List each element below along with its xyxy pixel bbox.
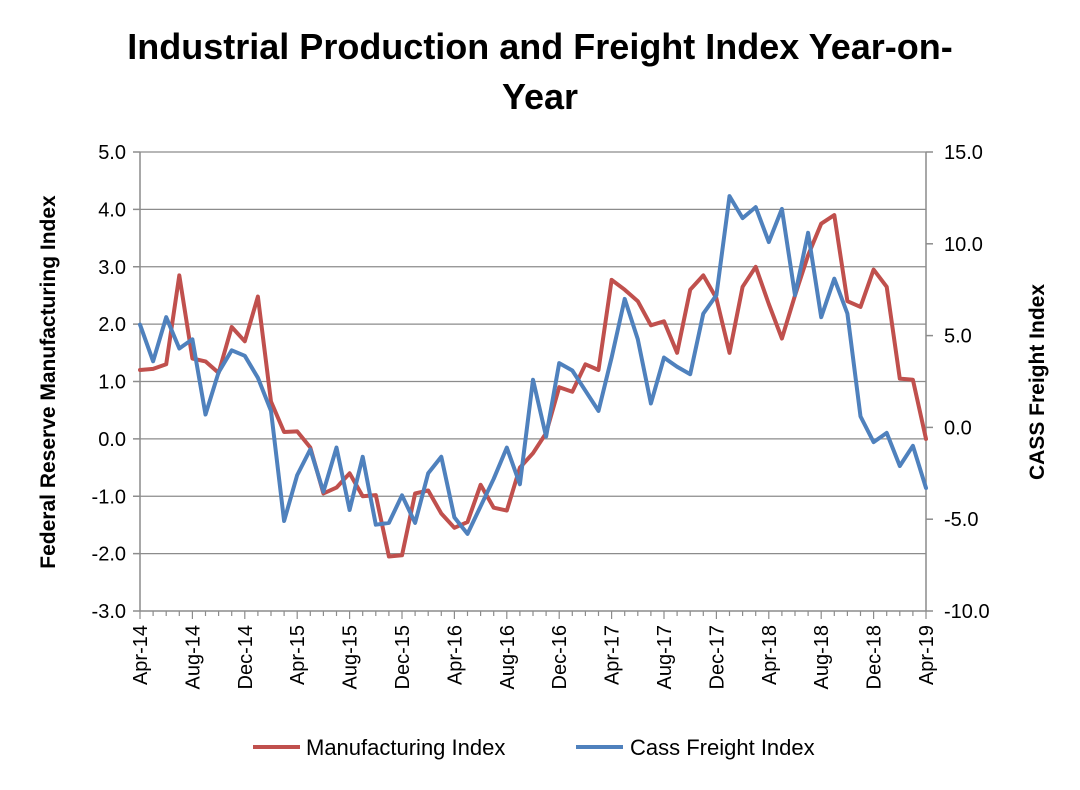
left-tick-label: -3.0 (92, 601, 126, 623)
x-tick-label: Dec-14 (235, 625, 257, 689)
x-tick-label: Apr-19 (916, 625, 938, 685)
chart-title: Industrial Production and Freight Index … (127, 26, 953, 117)
x-tick-label: Dec-17 (706, 625, 728, 689)
x-tick-label: Apr-17 (602, 625, 624, 685)
legend-label-manufacturing: Manufacturing Index (306, 735, 505, 760)
left-tick-label: 5.0 (98, 142, 126, 164)
x-tick-label: Apr-16 (444, 625, 466, 685)
right-tick-label: 5.0 (944, 326, 972, 348)
x-tick-label: Dec-18 (864, 625, 886, 689)
right-tick-label: -10.0 (944, 601, 990, 623)
left-axis-title: Federal Reserve Manufacturing Index (37, 195, 60, 569)
series-lines (138, 194, 928, 559)
left-axis-ticks: 5.0 4.0 3.0 2.0 1.0 0.0 -1.0 -2.0 -3.0 (92, 142, 140, 623)
x-tick-label: Apr-15 (287, 625, 309, 685)
x-tick-label: Apr-14 (130, 625, 152, 685)
x-tick-label: Aug-15 (340, 625, 362, 690)
legend: Manufacturing Index Cass Freight Index (253, 735, 815, 760)
left-tick-label: -1.0 (92, 486, 126, 508)
left-tick-label: 1.0 (98, 372, 126, 394)
left-tick-label: 4.0 (98, 199, 126, 221)
left-tick-label: 0.0 (98, 429, 126, 451)
x-axis-ticks: Apr-14 Aug-14 Dec-14 Apr-15 Aug-15 Dec-15 Apr-… (130, 611, 938, 690)
x-tick-label: Aug-14 (182, 625, 204, 690)
right-tick-label: -5.0 (944, 509, 978, 531)
grid-lines (140, 151, 926, 555)
legend-label-cass: Cass Freight Index (630, 735, 815, 760)
x-tick-label: Aug-16 (497, 625, 519, 690)
x-tick-label: Aug-18 (811, 625, 833, 690)
left-tick-label: -2.0 (92, 544, 126, 566)
cass-freight-index-line (138, 194, 928, 536)
x-tick-label: Aug-17 (654, 625, 676, 690)
right-tick-label: 0.0 (944, 417, 972, 439)
left-tick-label: 2.0 (98, 314, 126, 336)
x-tick-label: Dec-16 (549, 625, 571, 689)
left-tick-label: 3.0 (98, 257, 126, 279)
right-axis-title: CASS Freight Index (1026, 284, 1049, 480)
x-tick-label: Apr-18 (759, 625, 781, 685)
right-axis-ticks: 15.0 10.0 5.0 0.0 -5.0 -10.0 (926, 142, 990, 623)
right-tick-label: 10.0 (944, 234, 983, 256)
x-tick-label: Dec-15 (392, 625, 414, 689)
right-tick-label: 15.0 (944, 142, 983, 164)
